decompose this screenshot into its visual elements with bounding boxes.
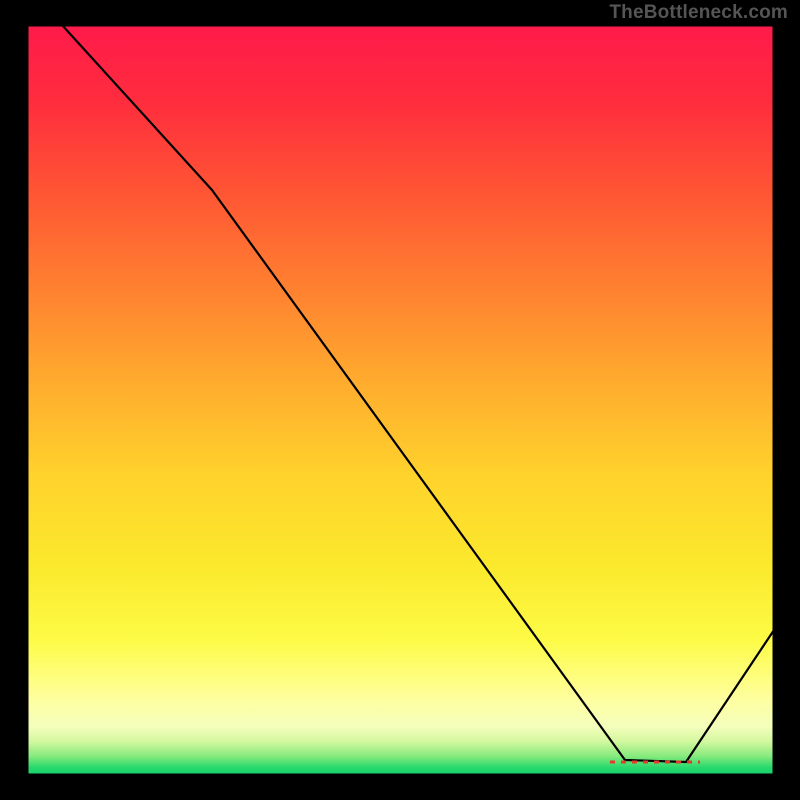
- watermark-text: TheBottleneck.com: [609, 2, 788, 24]
- plot-background: [27, 25, 774, 775]
- bottleneck-gradient-chart: [0, 0, 800, 800]
